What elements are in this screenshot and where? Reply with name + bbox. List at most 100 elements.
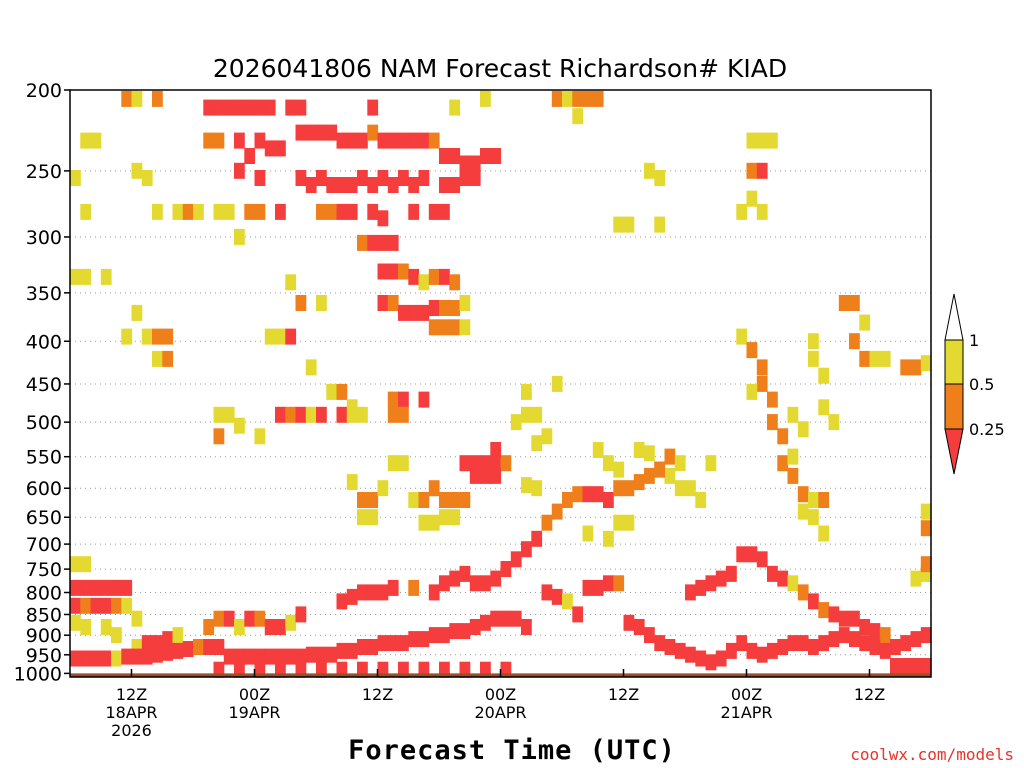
heatmap-cell (275, 140, 286, 157)
heatmap-cell (162, 631, 174, 648)
heatmap-cell (623, 480, 635, 497)
heatmap-cell (428, 203, 440, 220)
heatmap-cell (869, 350, 881, 367)
x-tick-label: 12Z (362, 685, 393, 704)
heatmap-cell (234, 162, 245, 179)
heatmap-cell (715, 650, 727, 667)
heatmap-cell (469, 155, 481, 172)
heatmap-cell (305, 406, 317, 423)
y-tick-label: 400 (26, 331, 62, 353)
heatmap-cell (326, 203, 338, 220)
heatmap-cell (193, 203, 204, 220)
heatmap-cell (890, 639, 901, 655)
heatmap-cell (879, 627, 891, 644)
heatmap-cell (377, 132, 389, 149)
heatmap-cell (859, 635, 871, 652)
heatmap-cell (510, 610, 522, 627)
heatmap-cell (254, 99, 266, 116)
heatmap-cell (613, 575, 625, 592)
heatmap-cell (746, 642, 758, 659)
heatmap-cell (531, 530, 543, 547)
y-tick-label: 1000 (14, 663, 62, 685)
heatmap-cell (797, 584, 809, 601)
heatmap-cell (439, 509, 450, 526)
heatmap-cell (623, 514, 635, 531)
x-axis-title: Forecast Time (UTC) (348, 735, 676, 766)
heatmap-cell (613, 514, 625, 531)
heatmap-cell (572, 606, 584, 623)
heatmap-cell (787, 467, 799, 484)
y-tick-label: 750 (26, 559, 62, 581)
heatmap-cell (859, 314, 871, 331)
heatmap-cell (305, 646, 317, 663)
heatmap-cell (131, 639, 143, 655)
heatmap-cell (357, 406, 368, 423)
heatmap-cell (80, 650, 92, 667)
heatmap-cell (439, 148, 450, 164)
heatmap-cell (787, 448, 799, 465)
heatmap-cell (439, 575, 450, 592)
heatmap-cell (213, 99, 225, 116)
heatmap-cell (398, 661, 409, 678)
heatmap-cell (767, 132, 778, 149)
heatmap-cell (367, 234, 379, 251)
heatmap-cell (664, 467, 676, 484)
heatmap-cell (305, 124, 317, 141)
heatmap-cell (203, 132, 215, 149)
heatmap-cell (767, 391, 778, 408)
heatmap-cell (398, 391, 409, 408)
heatmap-cell (254, 170, 266, 186)
heatmap-cell (244, 610, 256, 627)
heatmap-cell (387, 406, 399, 423)
heatmap-cell (428, 300, 440, 316)
heatmap-cell (449, 300, 461, 316)
heatmap-cell (305, 177, 317, 193)
heatmap-cell (357, 234, 368, 251)
heatmap-cell (234, 648, 245, 665)
heatmap-cell (377, 635, 389, 652)
heatmap-cell (459, 661, 471, 678)
heatmap-cell (633, 442, 645, 458)
heatmap-cell (797, 421, 809, 438)
heatmap-cell (254, 428, 266, 445)
heatmap-cell (131, 610, 143, 627)
heatmap-cells (70, 90, 932, 678)
heatmap-cell (469, 619, 481, 635)
heatmap-cell (808, 492, 819, 508)
heatmap-cell (439, 319, 450, 336)
heatmap-cell (818, 492, 830, 508)
heatmap-cell (551, 503, 563, 520)
heatmap-cell (510, 414, 522, 431)
heatmap-cell (80, 579, 92, 596)
heatmap-cell (480, 148, 491, 164)
heatmap-cell (213, 132, 225, 149)
heatmap-cell (244, 648, 256, 665)
heatmap-cell (500, 610, 512, 627)
heatmap-cell (346, 474, 358, 491)
heatmap-cell (336, 383, 348, 400)
heatmap-cell (756, 551, 768, 568)
heatmap-cell (285, 274, 297, 291)
heatmap-cell (695, 492, 707, 508)
heatmap-cell (111, 597, 122, 614)
heatmap-cell (418, 170, 430, 186)
heatmap-cell (357, 661, 368, 678)
heatmap-cell (408, 631, 420, 648)
heatmap-cell (141, 170, 153, 186)
heatmap-cell (695, 650, 707, 667)
heatmap-cell (223, 203, 235, 220)
heatmap-cell (90, 579, 102, 596)
heatmap-cell (193, 639, 204, 655)
heatmap-cell (613, 216, 625, 233)
heatmap-cell (295, 170, 307, 186)
heatmap-cell (336, 593, 348, 610)
heatmap-cell (746, 342, 758, 359)
x-tick-label: 12Z (116, 685, 147, 704)
heatmap-cell (285, 328, 297, 345)
heatmap-cell (562, 492, 573, 508)
heatmap-cell (859, 619, 871, 635)
heatmap-cell (490, 467, 502, 484)
heatmap-cell (213, 406, 225, 423)
heatmap-cell (726, 642, 737, 659)
heatmap-cell (531, 406, 543, 423)
